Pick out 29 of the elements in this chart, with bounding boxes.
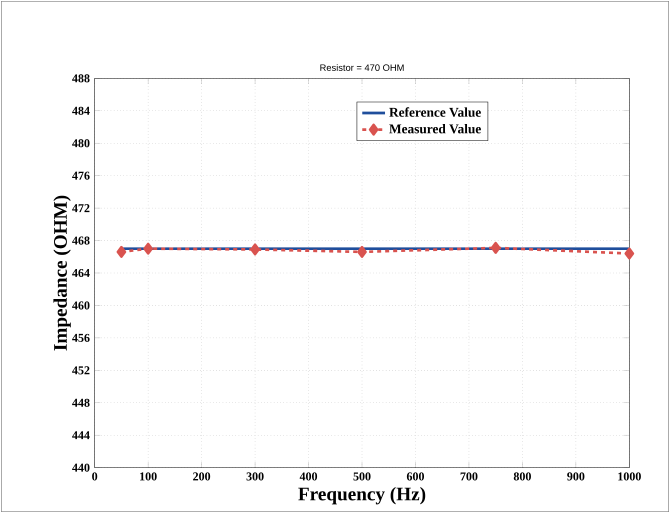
y-tick-label: 460 bbox=[72, 301, 90, 310]
x-axis-title: Frequency (Hz) bbox=[298, 486, 426, 504]
x-tick-label: 900 bbox=[567, 472, 584, 480]
y-tick-label: 452 bbox=[72, 366, 90, 374]
x-tick-label: 500 bbox=[353, 472, 371, 480]
y-tick-label: 456 bbox=[72, 334, 90, 342]
x-tick-label: 0 bbox=[92, 472, 98, 480]
x-tick-label: 1000 bbox=[618, 472, 641, 480]
y-tick-label: 488 bbox=[72, 74, 90, 82]
y-tick-label: 440 bbox=[72, 464, 90, 472]
y-tick-label: 468 bbox=[72, 236, 90, 245]
x-tick-label: 600 bbox=[406, 472, 424, 480]
y-axis-title: Impedance (OHM) bbox=[53, 196, 71, 350]
x-tick-label: 200 bbox=[193, 472, 210, 480]
y-tick-label: 448 bbox=[72, 398, 90, 407]
y-tick-label: 476 bbox=[72, 172, 90, 180]
legend-label: Measured Value bbox=[389, 124, 481, 134]
chart-title: Resistor = 470 OHM bbox=[320, 64, 404, 71]
legend-label: Reference Value bbox=[389, 107, 481, 117]
y-tick-label: 484 bbox=[72, 106, 90, 115]
x-tick-label: 300 bbox=[246, 472, 264, 480]
x-tick-label: 700 bbox=[460, 472, 478, 480]
y-tick-label: 480 bbox=[72, 139, 90, 148]
x-tick-label: 400 bbox=[300, 472, 318, 480]
y-tick-label: 464 bbox=[72, 268, 90, 278]
y-tick-label: 472 bbox=[72, 204, 90, 212]
x-tick-label: 800 bbox=[514, 472, 531, 480]
y-tick-label: 444 bbox=[72, 431, 90, 440]
x-tick-label: 100 bbox=[140, 472, 157, 480]
